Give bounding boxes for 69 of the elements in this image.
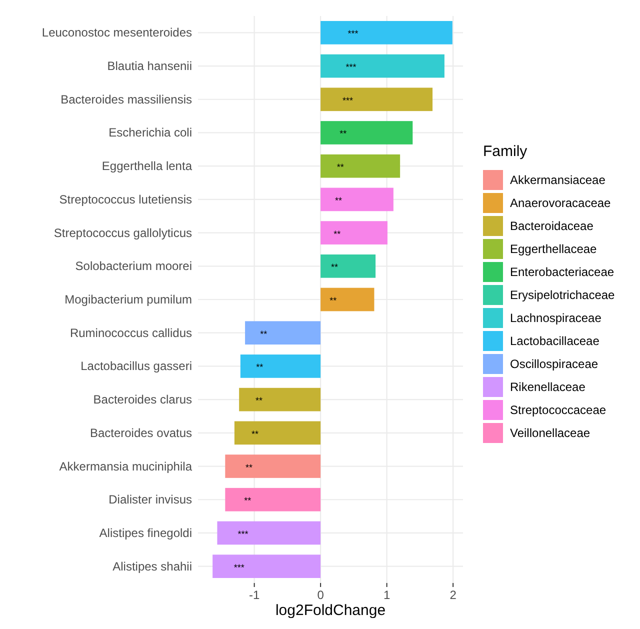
annotation: ** xyxy=(336,162,344,172)
annotation: *** xyxy=(342,95,354,106)
annotation: ** xyxy=(340,128,348,139)
y-tick-label: Bacteroides clarus xyxy=(93,392,192,407)
y-tick-label: Eggerthella lenta xyxy=(102,159,192,174)
y-tick-label: Ruminococcus callidus xyxy=(70,326,192,340)
y-tick-label: Bacteroides massiliensis xyxy=(60,92,192,106)
bar xyxy=(217,521,321,545)
bar xyxy=(320,254,376,278)
y-tick-label: Bacteroides ovatus xyxy=(90,426,192,440)
bar xyxy=(212,554,321,578)
bar xyxy=(320,288,374,312)
legend-label: Eggerthellaceae xyxy=(510,242,598,256)
annotation: *** xyxy=(348,28,359,39)
x-tick-label: 2 xyxy=(450,588,457,602)
annotation: ** xyxy=(260,328,268,339)
legend-label: Oscillospiraceae xyxy=(510,357,598,371)
bar xyxy=(320,21,452,44)
y-tick-label: Blautia hansenii xyxy=(107,59,192,74)
bar xyxy=(320,121,413,144)
annotation: *** xyxy=(234,562,245,572)
bar xyxy=(245,321,321,345)
annotation: ** xyxy=(256,362,264,372)
y-tick-label: Dialister invisus xyxy=(108,492,192,507)
annotation: ** xyxy=(334,195,342,206)
legend-label: Lachnospiraceae xyxy=(510,311,602,325)
y-tick-label: Mogibacterium pumilum xyxy=(64,292,192,306)
annotation: *** xyxy=(346,62,357,72)
legend-label: Anaerovoracaceae xyxy=(510,196,612,210)
x-tick-label: 1 xyxy=(383,588,390,602)
y-tick-label: Alistipes finegoldi xyxy=(99,526,192,540)
legend-label: Veillonellaceae xyxy=(510,426,590,440)
y-tick-label: Streptococcus lutetiensis xyxy=(59,192,192,206)
x-tick-label: 0 xyxy=(317,588,324,602)
legend-label: Enterobacteriaceae xyxy=(510,265,614,279)
annotation: ** xyxy=(330,262,338,272)
bar xyxy=(320,221,388,244)
bar xyxy=(225,454,321,478)
x-axis-title: log2FoldChange xyxy=(275,602,386,619)
legend-title: Family xyxy=(483,143,528,160)
bar xyxy=(225,488,321,512)
annotation: ** xyxy=(251,428,259,439)
bar xyxy=(320,154,400,178)
y-tick-label: Lactobacillus gasseri xyxy=(80,359,192,374)
legend-label: Akkermansiaceae xyxy=(510,173,606,187)
annotation: ** xyxy=(244,496,252,506)
bar xyxy=(320,88,433,112)
annotation: ** xyxy=(246,462,254,472)
x-tick-label: -1 xyxy=(248,588,260,602)
legend-label: Bacteroidaceae xyxy=(510,219,594,233)
y-tick-label: Streptococcus gallolyticus xyxy=(54,226,192,240)
annotation: ** xyxy=(330,296,338,306)
bar xyxy=(320,54,444,78)
y-tick-label: Leuconostoc mesenteroides xyxy=(42,26,192,40)
legend-label: Streptococcaceae xyxy=(510,403,606,417)
y-tick-label: Akkermansia muciniphila xyxy=(59,459,192,474)
annotation: ** xyxy=(255,396,263,406)
legend-label: Rikenellaceae xyxy=(510,380,586,394)
legend-label: Erysipelotrichaceae xyxy=(510,288,616,302)
annotation: ** xyxy=(334,228,342,239)
annotation: *** xyxy=(238,528,249,539)
y-tick-label: Solobacterium moorei xyxy=(75,259,192,274)
bar xyxy=(320,188,394,212)
bar xyxy=(240,354,321,378)
bar xyxy=(234,421,321,445)
y-tick-label: Escherichia coli xyxy=(108,126,192,140)
bar xyxy=(239,388,321,412)
y-tick-label: Alistipes shahii xyxy=(112,559,192,574)
legend-label: Lactobacillaceae xyxy=(510,334,600,348)
